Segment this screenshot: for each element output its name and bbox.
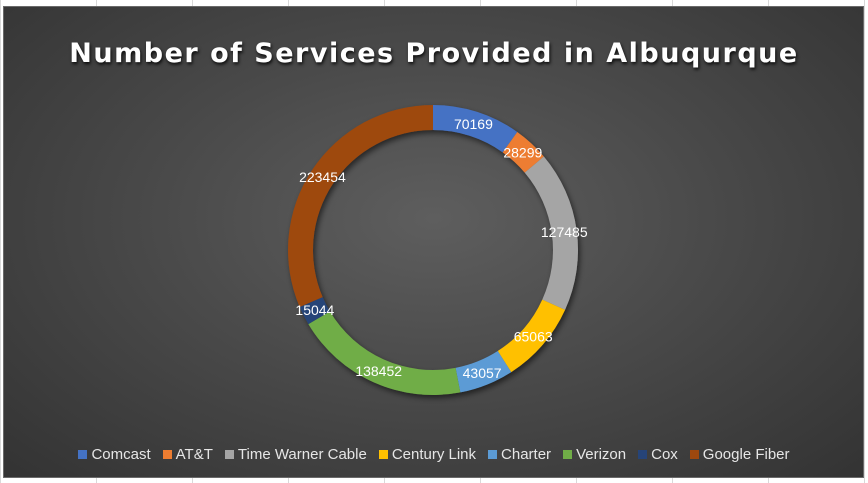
segment-google-fiber[interactable] (287, 105, 433, 307)
legend-swatch (638, 450, 648, 459)
data-label-google-fiber: 223454 (299, 169, 346, 185)
legend-swatch (488, 450, 498, 459)
legend-swatch (162, 450, 172, 459)
data-label-charter: 43057 (463, 365, 502, 381)
legend-label: Time Warner Cable (237, 446, 367, 463)
legend-item-century-link: Century Link (378, 446, 477, 463)
data-labels: 70169 28299 127485 65063 43057 138452 15044 223… (295, 116, 587, 381)
segment-time-warner-cable[interactable] (524, 156, 578, 310)
segment-verizon[interactable] (308, 311, 461, 395)
donut-segments (287, 105, 578, 395)
legend-label: AT&T (175, 446, 213, 463)
data-label-cox: 15044 (295, 302, 334, 318)
legend-item-cox: Cox (638, 446, 678, 463)
legend-item-verizon: Verizon (563, 446, 626, 463)
data-label-century-link: 65063 (514, 329, 553, 345)
segment-cox[interactable] (299, 297, 330, 325)
data-label-verizon: 138452 (355, 363, 402, 379)
segment-comcast[interactable] (433, 105, 518, 153)
data-label-atandt: 28299 (503, 145, 542, 161)
legend-swatch (563, 450, 573, 459)
segment-atandt[interactable] (502, 131, 544, 173)
legend-swatch (224, 450, 234, 459)
legend-item-charter: Charter (488, 446, 551, 463)
legend-swatch (378, 450, 388, 459)
legend-label: Verizon (576, 446, 627, 463)
legend-item-google-fiber: Google Fiber (689, 446, 790, 463)
chart-title: Number of Services Provided in Albuqurqu… (69, 38, 799, 69)
data-label-time-warner-cable: 127485 (541, 224, 588, 240)
legend-swatch (78, 450, 88, 459)
legend-label: Cox (651, 446, 678, 463)
legend-item-comcast: Comcast (78, 446, 151, 463)
legend-label: Century Link (391, 446, 477, 463)
segment-century-link[interactable] (497, 299, 566, 373)
legend: Comcast AT&T Time Warner Cable Century Link… (0, 446, 868, 463)
legend-label: Charter (501, 446, 552, 463)
legend-label: Google Fiber (702, 446, 790, 463)
legend-swatch (689, 450, 699, 459)
legend-label: Comcast (91, 446, 151, 463)
chart-area[interactable] (3, 6, 864, 478)
data-label-comcast: 70169 (454, 116, 493, 132)
legend-item-time-warner-cable: Time Warner Cable (224, 446, 367, 463)
segment-charter[interactable] (455, 351, 512, 393)
legend-item-atandt: AT&T (162, 446, 213, 463)
